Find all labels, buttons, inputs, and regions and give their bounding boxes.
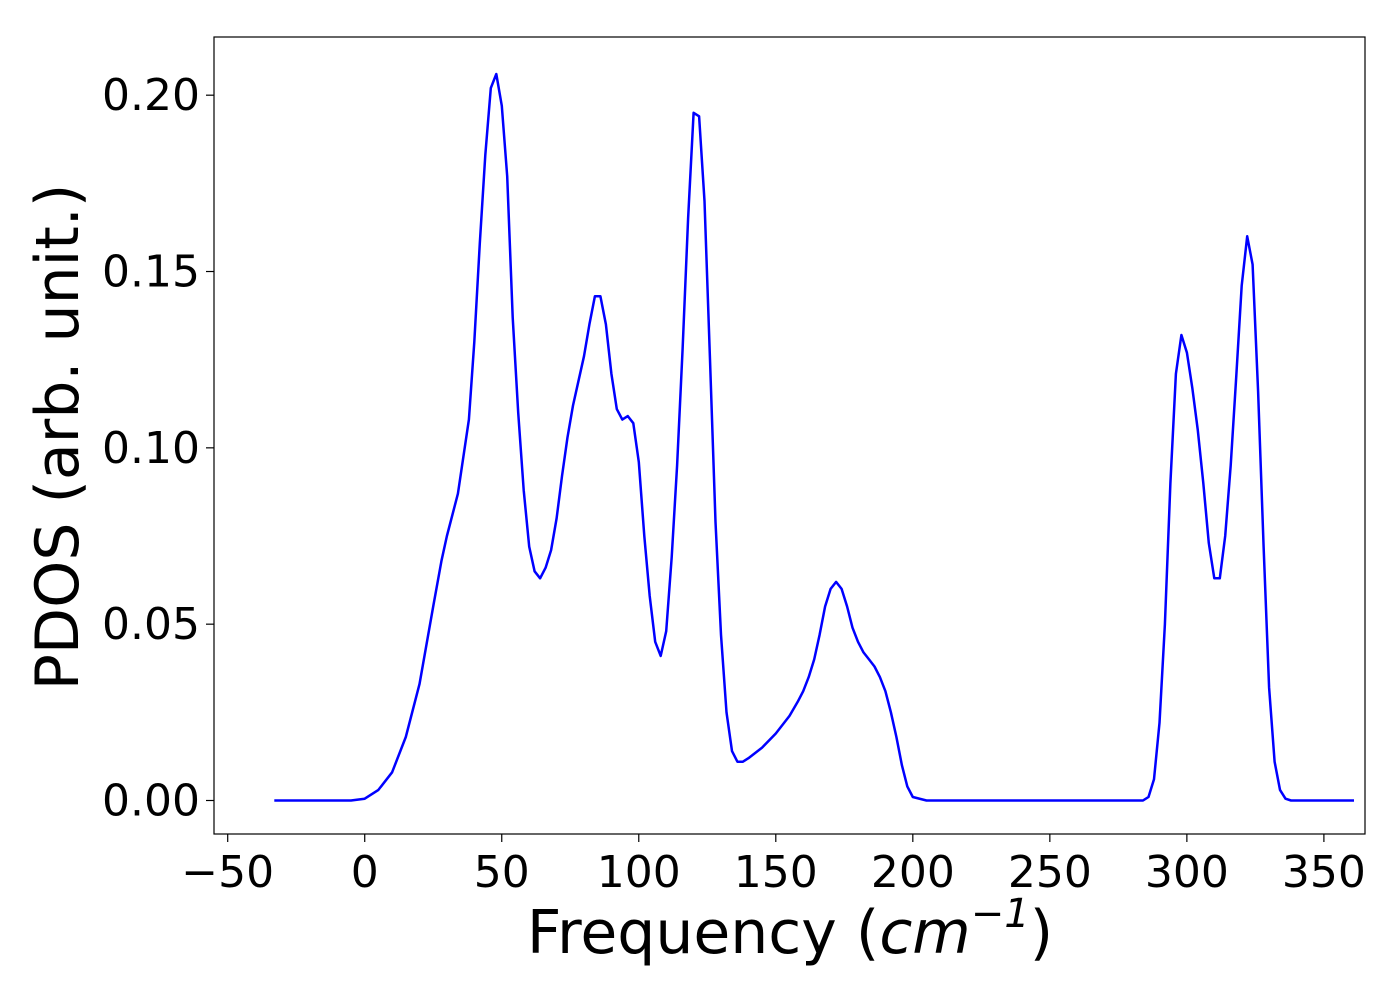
x-tick-label: −50: [181, 847, 274, 898]
series-group: [274, 72, 1354, 802]
pdos-series-line: [274, 72, 1354, 802]
x-tick-label: 350: [1282, 847, 1366, 898]
y-axis-label: PDOS (arb. unit.): [23, 184, 93, 691]
x-tick-label: 100: [597, 847, 681, 898]
x-tick-label: 150: [734, 847, 818, 898]
x-axis-label-text: Frequency: [527, 898, 837, 968]
x-tick-label: 300: [1145, 847, 1229, 898]
x-axis-unit-base: cm: [879, 898, 970, 968]
y-tick-label: 0.15: [102, 247, 200, 298]
x-tick-label: 200: [871, 847, 955, 898]
x-tick-label: 50: [474, 847, 530, 898]
plot-frame: [213, 36, 1366, 835]
y-axis-ticks: 0.00 0.05 0.10 0.15 0.20: [102, 70, 214, 826]
y-tick-label: 0.00: [102, 775, 200, 826]
x-axis-label: Frequency (cm−1): [527, 891, 1053, 968]
x-axis-unit-exponent: −1: [971, 891, 1030, 937]
x-tick-label: 0: [351, 847, 379, 898]
x-axis-unit-close: ): [1030, 898, 1053, 968]
y-tick-label: 0.05: [102, 599, 200, 650]
x-axis-unit-open: (: [856, 898, 879, 968]
x-axis-ticks: −50 0 50 100 150 200 250 300 350: [181, 834, 1366, 898]
y-tick-label: 0.20: [102, 70, 200, 121]
x-tick-label: 250: [1008, 847, 1092, 898]
y-tick-label: 0.10: [102, 423, 200, 474]
